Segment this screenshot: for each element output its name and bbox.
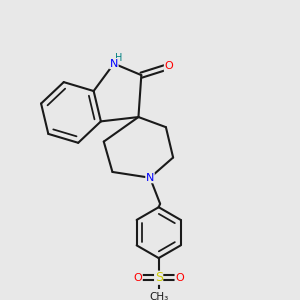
Text: O: O bbox=[134, 273, 142, 283]
Text: S: S bbox=[155, 271, 163, 284]
Text: H: H bbox=[116, 53, 123, 63]
Text: N: N bbox=[110, 58, 118, 69]
Text: N: N bbox=[146, 173, 154, 183]
Text: CH₃: CH₃ bbox=[149, 292, 168, 300]
Text: O: O bbox=[164, 61, 173, 71]
Text: O: O bbox=[175, 273, 184, 283]
